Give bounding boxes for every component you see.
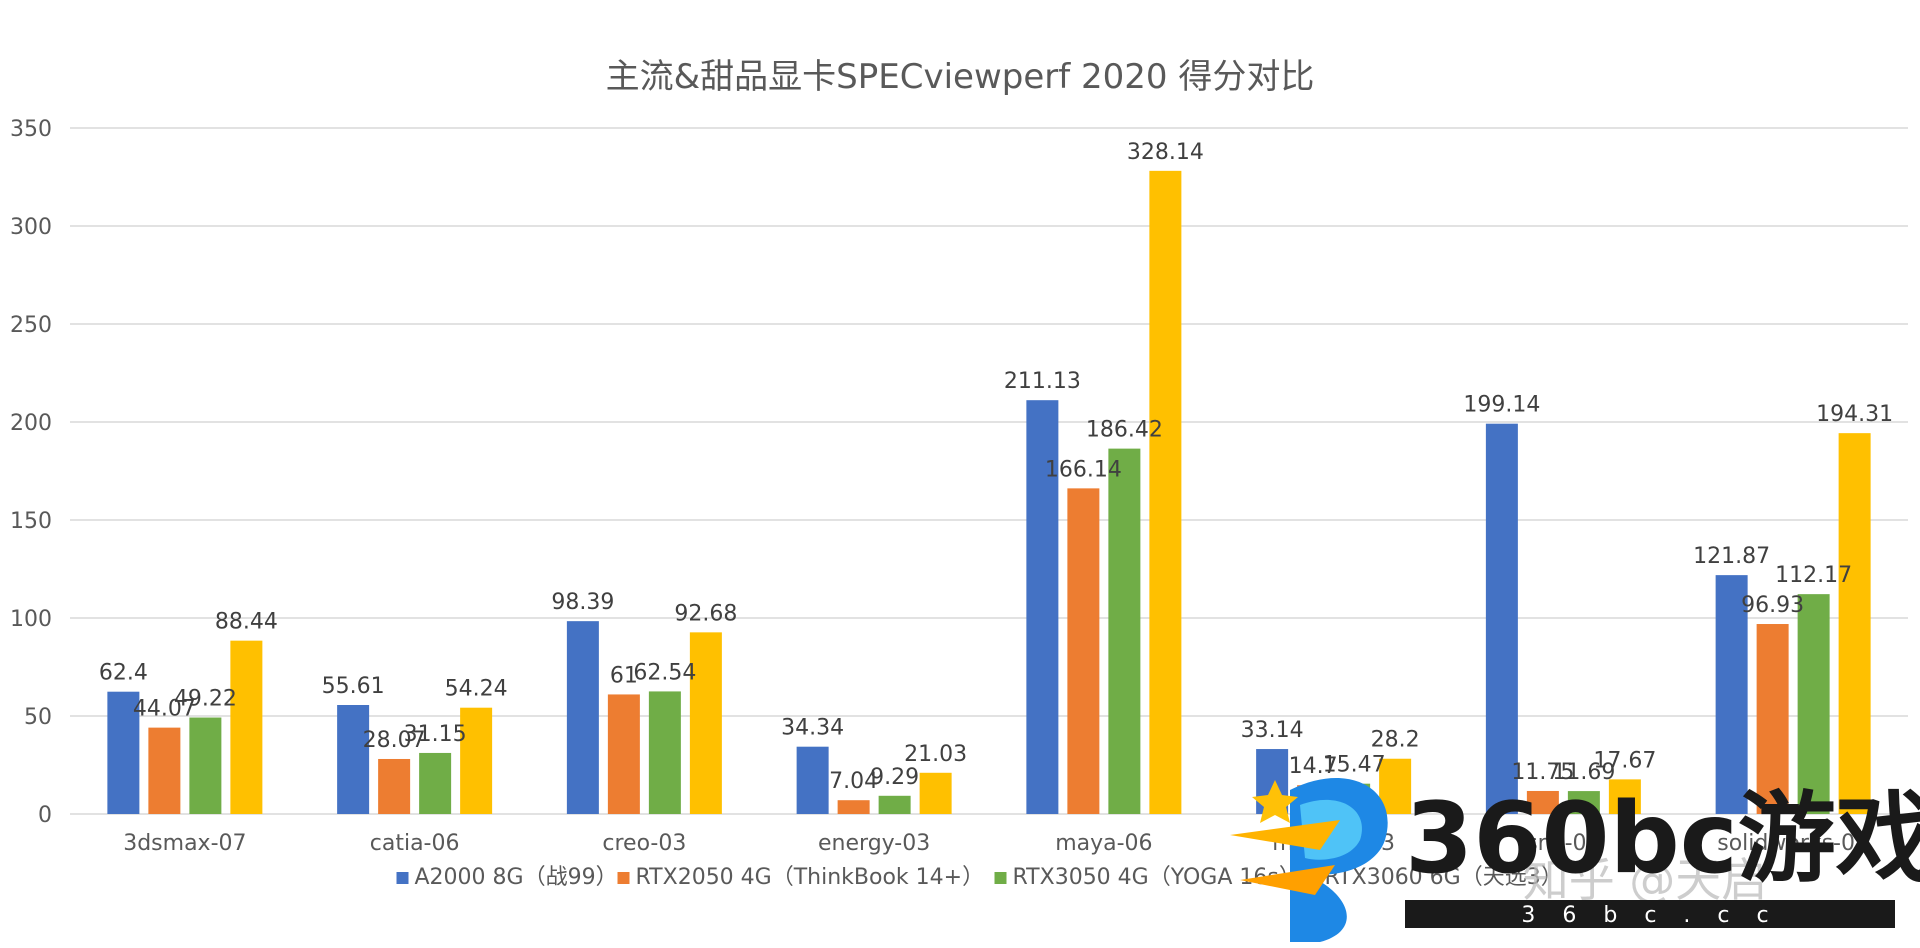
y-tick-label: 100 (10, 607, 52, 632)
data-label: 166.14 (1045, 457, 1122, 482)
data-label: 194.31 (1816, 402, 1893, 427)
bar (566, 621, 599, 814)
data-label: 96.93 (1741, 593, 1804, 618)
data-label: 62.54 (633, 660, 696, 685)
x-tick-label: snx-04 (1526, 831, 1600, 856)
bars (107, 170, 1871, 815)
data-label: 34.34 (781, 716, 844, 741)
bar (337, 705, 370, 814)
data-label: 92.68 (674, 601, 737, 626)
bar (1567, 791, 1600, 814)
bar (107, 691, 140, 814)
x-tick-label: solidworks-07 (1717, 831, 1869, 856)
y-tick-label: 300 (10, 215, 52, 240)
logo-text: 360bc游戏 (1405, 782, 1920, 896)
bar (148, 727, 181, 814)
logo-url-text: 3 6 b c . c c (1521, 903, 1778, 928)
data-label: 199.14 (1463, 393, 1540, 418)
x-tick-label: 3dsmax-07 (123, 831, 246, 856)
data-label: 15.47 (1323, 753, 1386, 778)
bar (878, 795, 911, 814)
bar (1379, 758, 1412, 814)
legend-swatch (994, 872, 1007, 884)
y-axis-ticks: 0 50 100 150 200 250 300 350 (10, 117, 52, 828)
data-label: 14.7 (1289, 754, 1338, 779)
bar (1485, 423, 1518, 814)
y-tick-label: 350 (10, 117, 52, 142)
legend-swatch (617, 872, 630, 884)
data-label: 9.29 (870, 765, 919, 790)
bar (378, 758, 411, 814)
bar (419, 752, 452, 814)
bar (1026, 400, 1059, 814)
legend-label: RTX3060 6G（天选3） (1325, 865, 1563, 890)
legend-swatch (396, 872, 409, 884)
data-label: 7.04 (829, 769, 878, 794)
bar (1797, 594, 1830, 814)
data-label: 11.69 (1552, 760, 1615, 785)
data-label: 28.07 (363, 728, 426, 753)
chart-title: 主流&甜品显卡SPECviewperf 2020 得分对比 (606, 57, 1315, 97)
data-label: 55.61 (322, 674, 385, 699)
data-label: 62.4 (99, 661, 148, 686)
data-label: 186.42 (1086, 418, 1163, 443)
x-tick-label: energy-03 (818, 831, 930, 856)
x-tick-label: maya-06 (1055, 831, 1152, 856)
data-label: 54.24 (445, 677, 508, 702)
data-label: 44.07 (133, 697, 196, 722)
bar (919, 772, 952, 814)
legend-label: RTX2050 4G（ThinkBook 14+） (636, 865, 985, 890)
legend-label: RTX3050 4G（YOGA 16s） (1013, 865, 1301, 890)
y-tick-label: 150 (10, 509, 52, 534)
zhihu-watermark: 知乎 @天启 (1523, 853, 1768, 907)
bar (1067, 488, 1100, 814)
bar (1715, 575, 1748, 814)
data-label: 21.03 (904, 742, 967, 767)
bar (689, 632, 722, 814)
data-label: 11.75 (1511, 760, 1574, 785)
data-label: 121.87 (1693, 544, 1770, 569)
y-tick-label: 0 (38, 803, 52, 828)
legend: A2000 8G（战99） RTX2050 4G（ThinkBook 14+） RT… (396, 865, 1563, 890)
data-label: 33.14 (1241, 718, 1304, 743)
y-tick-label: 200 (10, 411, 52, 436)
x-tick-label: creo-03 (602, 831, 686, 856)
data-label: 28.2 (1371, 728, 1420, 753)
bar (1608, 779, 1641, 814)
bar (230, 640, 263, 814)
data-label: 211.13 (1004, 369, 1081, 394)
bar (1108, 448, 1141, 814)
gridlines (70, 127, 1908, 815)
logo-url-bar (1405, 900, 1895, 928)
bar (1526, 790, 1559, 814)
bar (796, 746, 829, 814)
y-tick-label: 50 (24, 705, 52, 730)
x-tick-label: catia-06 (370, 831, 460, 856)
bar (607, 694, 640, 814)
data-label: 112.17 (1775, 563, 1852, 588)
bar (648, 691, 681, 814)
bar (460, 707, 493, 814)
bar (189, 717, 222, 814)
bar (1756, 624, 1789, 814)
data-label: 17.67 (1593, 748, 1656, 773)
data-label: 49.22 (174, 687, 237, 712)
data-label: 328.14 (1127, 140, 1204, 165)
y-tick-label: 250 (10, 313, 52, 338)
data-label: 61 (610, 663, 638, 688)
bar (1149, 170, 1182, 815)
data-label: 31.15 (404, 722, 467, 747)
data-label: 88.44 (215, 610, 278, 635)
watermark: 知乎 @天启 360bc游戏 3 6 b c . c c (1230, 778, 1920, 942)
bar (1838, 433, 1871, 814)
data-label: 98.39 (551, 590, 614, 615)
logo-icon (1230, 778, 1388, 942)
bar (837, 800, 870, 814)
legend-label: A2000 8G（战99） (415, 865, 618, 890)
